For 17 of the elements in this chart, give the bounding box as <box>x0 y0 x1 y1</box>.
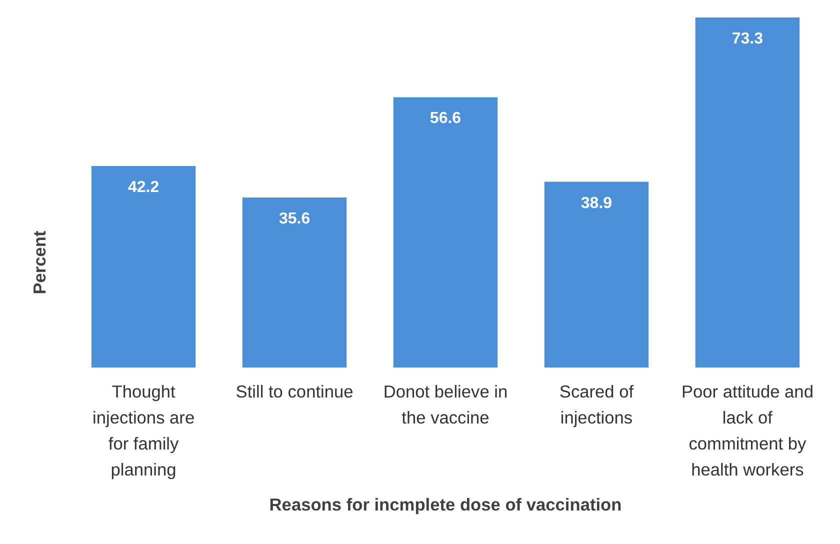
x-tick-label: Scared of injections <box>559 382 634 428</box>
bar <box>91 166 196 368</box>
bar <box>695 18 800 368</box>
data-label: 35.6 <box>278 210 310 228</box>
data-label: 42.2 <box>128 179 160 196</box>
data-label: 73.3 <box>732 30 764 48</box>
x-tick-label: Donot believe in the vaccine <box>383 382 508 428</box>
x-tick-label: Still to continue <box>236 382 354 402</box>
bar <box>242 198 347 368</box>
data-label: 38.9 <box>580 194 612 212</box>
x-axis-title: Reasons for incmplete dose of vaccination <box>269 494 622 514</box>
y-axis-title: Percent <box>30 230 50 294</box>
x-tick-label: Poor attitude and lack of commitment by health workers <box>681 382 814 480</box>
bar <box>393 97 498 368</box>
x-tick-label: Thought injections are for family planning <box>92 382 195 480</box>
data-label: 56.6 <box>430 110 462 128</box>
bar <box>544 182 649 368</box>
